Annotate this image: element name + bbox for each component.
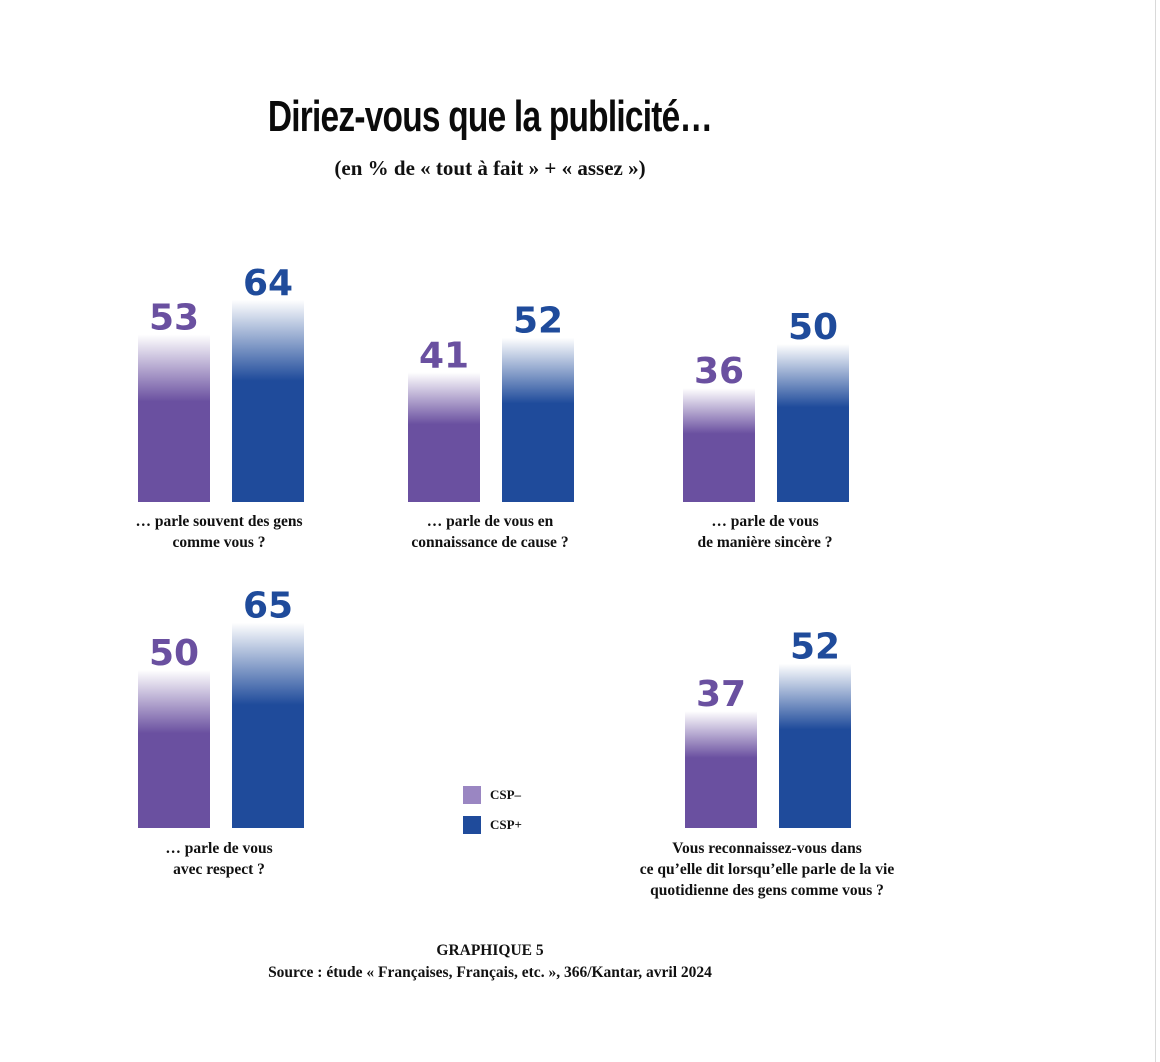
caption-line: avec respect ?: [173, 861, 265, 878]
data-label-csp-minus-q3: 36: [694, 351, 744, 392]
legend-swatch-csp-minus: [463, 786, 481, 804]
caption-line: … parle de vous en: [426, 513, 554, 530]
legend-swatch-csp-plus: [463, 816, 481, 834]
data-label-csp-minus-q1: 53: [149, 298, 199, 339]
caption-group-3: … parle de vous de manière sincère ?: [640, 511, 890, 553]
bar-csp-minus-q1: [138, 334, 210, 502]
chart-legend: CSP– CSP+: [463, 780, 522, 840]
data-label-csp-minus-q4: 50: [149, 633, 199, 674]
data-label-csp-minus-q2: 41: [419, 335, 469, 376]
caption-group-1: … parle souvent des gens comme vous ?: [94, 511, 344, 553]
bar-csp-minus-q3: [683, 388, 755, 502]
figure-label: GRAPHIQUE 5: [436, 942, 544, 959]
bar-csp-minus-q5: [685, 711, 757, 828]
bar-csp-plus-q5: [779, 663, 851, 828]
caption-group-2: … parle de vous en connaissance de cause…: [365, 511, 615, 553]
caption-line: Vous reconnaissez-vous dans: [672, 840, 862, 857]
caption-line: quotidienne des gens comme vous ?: [650, 882, 884, 899]
data-label-csp-plus-q1: 64: [243, 263, 293, 304]
bar-csp-plus-q2: [502, 337, 574, 502]
caption-group-4: … parle de vous avec respect ?: [94, 838, 344, 880]
caption-line: de manière sincère ?: [697, 534, 833, 551]
page-edge-line: [1155, 0, 1156, 1062]
bar-csp-plus-q4: [232, 622, 304, 828]
legend-label-csp-plus: CSP+: [490, 817, 522, 832]
caption-line: … parle de vous: [711, 513, 819, 530]
data-label-csp-minus-q5: 37: [696, 674, 746, 715]
bar-csp-minus-q4: [138, 670, 210, 828]
caption-group-5: Vous reconnaissez-vous dans ce qu’elle d…: [607, 838, 927, 901]
chart-title: Diriez-vous que la publicité…: [267, 92, 713, 141]
caption-line: … parle de vous: [165, 840, 273, 857]
caption-line: comme vous ?: [172, 534, 266, 551]
bar-csp-plus-q3: [777, 344, 849, 502]
legend-label-csp-minus: CSP–: [490, 787, 522, 802]
data-label-csp-plus-q5: 52: [790, 627, 840, 668]
chart-subtitle: (en % de « tout à fait » + « assez »): [334, 156, 646, 180]
legend-item-csp-minus: CSP–: [463, 780, 522, 810]
source-note: Source : étude « Françaises, Français, e…: [268, 964, 712, 981]
bar-csp-plus-q1: [232, 299, 304, 502]
data-label-csp-plus-q4: 65: [243, 586, 293, 627]
data-label-csp-plus-q3: 50: [788, 307, 838, 348]
caption-line: ce qu’elle dit lorsqu’elle parle de la v…: [639, 861, 895, 878]
caption-line: connaissance de cause ?: [411, 534, 569, 551]
bar-csp-minus-q2: [408, 372, 480, 502]
legend-item-csp-plus: CSP+: [463, 810, 522, 840]
data-label-csp-plus-q2: 52: [513, 301, 563, 342]
caption-line: … parle souvent des gens: [135, 513, 303, 530]
